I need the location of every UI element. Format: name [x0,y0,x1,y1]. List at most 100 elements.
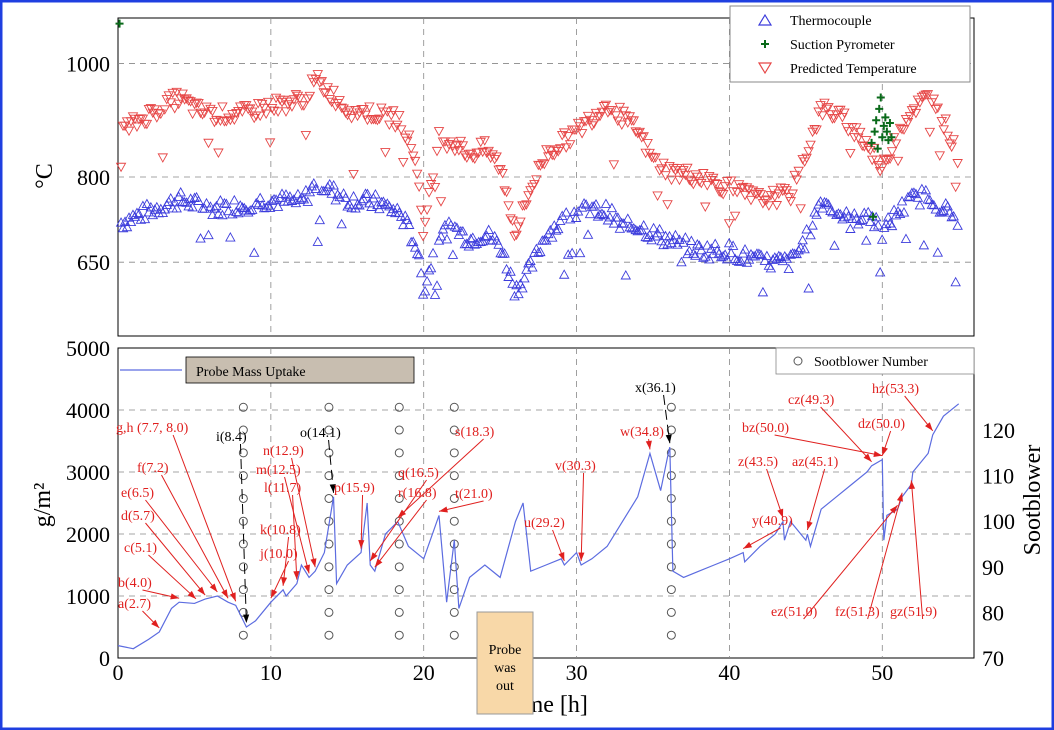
bottom-y-tick-label: 1000 [66,584,110,609]
sootblower-marker [394,562,404,572]
predicted-temperature-point [397,158,409,168]
predicted-temperature-point [692,172,703,183]
predicted-temperature-point [674,175,685,186]
bottom-y2-tick-label: 110 [982,464,1014,489]
predicted-temperature-point [751,189,763,200]
predicted-temperature-point [924,127,936,138]
suction-pyrometer-point [882,127,891,136]
thermocouple-point [533,247,544,257]
predicted-temperature-point [272,107,284,117]
x-tick-label: 10 [260,660,282,685]
thermocouple-point [233,207,244,218]
predicted-temperature-point [169,104,180,114]
predicted-temperature-point [789,170,800,181]
thermocouple-point [185,193,196,203]
predicted-temperature-point [407,151,419,162]
thermocouple-point [340,192,351,202]
predicted-temperature-point [878,154,890,165]
bottom-y2-tick-label: 100 [982,509,1015,534]
annotation-arrowhead [743,541,753,549]
thermocouple-point [423,264,435,275]
predicted-temperature-point [334,96,345,106]
annotation-arrowhead [310,558,317,568]
predicted-temperature-point [602,108,614,118]
annotation-arrow [663,394,671,444]
annotation-arrow [580,472,585,562]
predicted-temperature-point [638,132,649,142]
thermocouple-point [942,200,953,211]
predicted-temperature-point [392,120,403,131]
predicted-temperature-point [628,116,640,126]
sootblower-marker [394,425,404,435]
suction-pyrometer-point [869,212,878,221]
annotation-arrow [161,474,229,599]
predicted-temperature-point [654,166,665,176]
annotation-label: i(8.4) [216,430,247,445]
thermocouple-point [831,209,842,220]
predicted-temperature-point [328,85,339,96]
thermocouple-point [481,230,492,240]
x-tick-label: 20 [413,660,435,685]
thermocouple-point [527,262,538,272]
predicted-temperature-point [336,103,347,114]
predicted-temperature-point [707,173,719,184]
predicted-temperature-point [646,152,657,163]
predicted-temperature-point [284,97,296,108]
thermocouple-point [930,204,942,214]
legend-probe-mass-uptake: Probe Mass Uptake [196,365,306,380]
annotation-arrow [766,468,784,518]
annotation-arrowhead [374,558,383,568]
thermocouple-point [868,221,880,232]
thermocouple-point [884,217,896,228]
predicted-temperature-point [374,114,385,125]
thermocouple-point [892,206,904,216]
thermocouple-point [701,240,713,250]
predicted-temperature-point [439,137,451,147]
thermocouple-point [244,205,256,215]
thermocouple-point [862,206,874,217]
predicted-temperature-point [304,91,316,102]
annotation-label: s(18.3) [455,425,495,440]
annotation-label: bz(50.0) [742,421,789,436]
predicted-temperature-point [199,108,210,119]
thermocouple-point [946,211,957,222]
thermocouple-point [223,205,234,216]
annotation-label: y(40.9) [752,514,793,529]
predicted-temperature-point [185,97,196,107]
thermocouple-point [680,232,691,242]
thermocouple-point [872,220,884,230]
thermocouple-point [525,255,536,266]
predicted-temperature-point [159,105,171,115]
thermocouple-point [159,204,171,214]
thermocouple-point [330,194,341,205]
predicted-temperature-point [801,153,812,164]
predicted-temperature-point [479,136,490,146]
predicted-temperature-point [769,192,781,202]
predicted-temperature-point [163,91,175,101]
thermocouple-point [137,200,149,210]
thermocouple-point [211,200,222,211]
predicted-temperature-point [431,146,443,157]
annotation-arrow [820,406,872,463]
predicted-temperature-point [950,182,961,193]
predicted-temperature-point [596,107,608,118]
predicted-temperature-point [805,140,816,151]
predicted-temperature-point [467,153,479,163]
thermocouple-point [171,202,182,213]
bottom-y-tick-label: 0 [99,646,110,671]
thermocouple-point [336,218,347,229]
thermocouple-point [596,208,608,218]
sootblower-marker [666,448,676,458]
thermocouple-point [860,235,872,245]
thermocouple-point [314,214,326,225]
thermocouple-point [395,211,407,221]
thermocouple-point [237,202,248,212]
thermocouple-point [117,222,129,233]
sootblower-marker [394,471,404,481]
predicted-temperature-point [680,170,691,181]
annotation-label: a(2.7) [118,597,151,612]
predicted-temperature-point [711,180,723,190]
predicted-temperature-point [413,182,425,193]
sootblower-legend-marker [793,356,803,366]
predicted-temperature-point [248,113,260,124]
